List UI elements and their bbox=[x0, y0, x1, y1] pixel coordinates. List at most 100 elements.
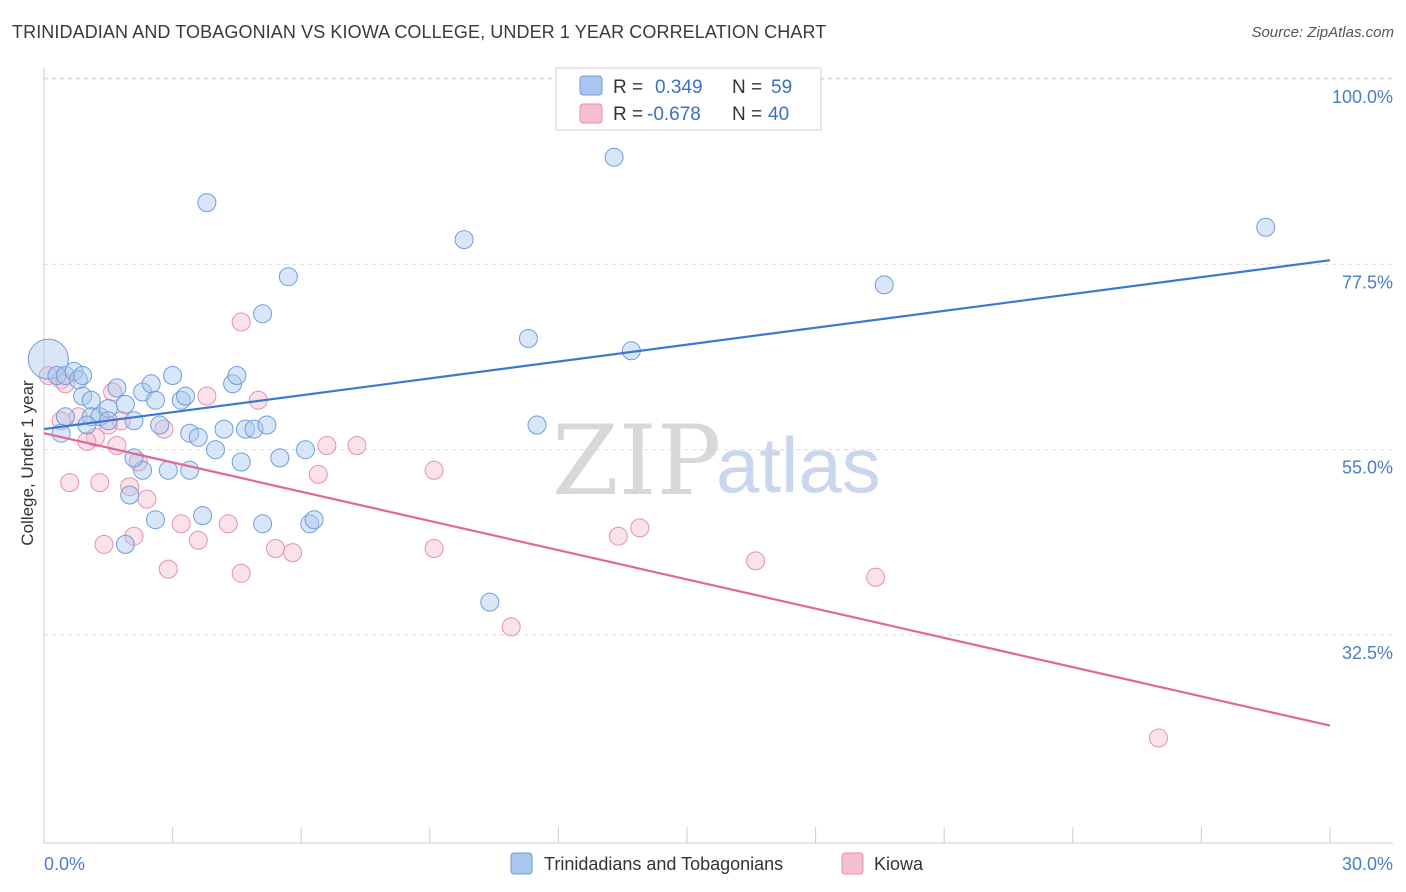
series-label-trinidadians: Trinidadians and Tobagonians bbox=[544, 854, 783, 874]
kiowa-point bbox=[630, 518, 650, 538]
trinidadian-point bbox=[253, 514, 273, 534]
y-tick-label: 32.5% bbox=[1342, 643, 1393, 663]
legend-r-label-2: R = bbox=[613, 104, 643, 125]
kiowa-point bbox=[266, 539, 285, 558]
x-tick-label-min: 0.0% bbox=[44, 854, 85, 874]
kiowa-point bbox=[317, 436, 337, 455]
trinidadian-point bbox=[1256, 217, 1276, 237]
trinidadian-point bbox=[296, 440, 315, 460]
kiowa-point bbox=[608, 526, 628, 546]
kiowa-points bbox=[38, 312, 1168, 748]
x-tick-marks bbox=[43, 827, 1331, 843]
kiowa-point bbox=[158, 559, 178, 579]
trinidadian-point bbox=[180, 423, 200, 443]
watermark: ZIP atlas bbox=[552, 405, 881, 517]
kiowa-point bbox=[90, 473, 110, 493]
trinidadian-point bbox=[278, 267, 298, 287]
series-swatch-pink bbox=[841, 852, 864, 875]
y-tick-label: 55.0% bbox=[1342, 458, 1393, 478]
legend-n-label-2: N = bbox=[732, 104, 762, 125]
trinidadian-point bbox=[874, 275, 894, 295]
trinidadian-point bbox=[454, 230, 474, 250]
trinidadian-point bbox=[304, 510, 324, 530]
trinidadian-point bbox=[73, 366, 93, 385]
trinidadian-point bbox=[604, 147, 624, 167]
kiowa-point bbox=[283, 543, 303, 563]
kiowa-point bbox=[866, 567, 886, 587]
trinidadian-point bbox=[197, 193, 217, 213]
trinidadian-point bbox=[124, 411, 144, 431]
trinidadian-point bbox=[270, 448, 290, 468]
y-tick-label: 77.5% bbox=[1342, 272, 1393, 292]
kiowa-point bbox=[308, 464, 328, 484]
kiowa-point bbox=[171, 514, 191, 534]
axes bbox=[43, 68, 1393, 844]
trinidadian-point bbox=[253, 304, 273, 324]
kiowa-point bbox=[231, 312, 251, 332]
trinidadian-point bbox=[55, 366, 75, 385]
kiowa-point bbox=[218, 514, 238, 534]
trinidadian-point bbox=[73, 386, 93, 406]
legend-n-value-1: 59 bbox=[771, 77, 792, 98]
trinidadian-point bbox=[480, 592, 500, 612]
kiowa-point bbox=[94, 534, 114, 554]
legend-n-label-1: N = bbox=[732, 77, 762, 98]
trinidadian-point bbox=[244, 419, 264, 439]
series-legend: Trinidadians and Tobagonians Kiowa bbox=[510, 852, 924, 875]
trinidadian-point bbox=[120, 485, 140, 505]
y-tick-label: 100.0% bbox=[1332, 87, 1393, 107]
kiowa-point bbox=[197, 386, 217, 406]
trinidadian-point bbox=[527, 415, 547, 435]
trinidadian-point bbox=[115, 394, 135, 414]
trinidadian-point bbox=[146, 510, 165, 530]
series-label-kiowa: Kiowa bbox=[874, 854, 924, 874]
trinidadian-point bbox=[150, 415, 170, 435]
legend-swatch-pink bbox=[579, 103, 603, 124]
kiowa-point bbox=[137, 489, 157, 509]
y-axis-label: College, Under 1 year bbox=[18, 380, 37, 546]
trinidadian-point bbox=[176, 386, 195, 406]
trinidadian-point bbox=[107, 378, 127, 398]
kiowa-point bbox=[424, 460, 444, 480]
source-label: Source: ZipAtlas.com bbox=[1251, 24, 1394, 41]
kiowa-point bbox=[746, 551, 766, 571]
trinidadian-point bbox=[214, 419, 234, 439]
kiowa-point bbox=[120, 477, 140, 497]
gridlines bbox=[44, 77, 1393, 636]
kiowa-point bbox=[1149, 728, 1168, 748]
trend-lines bbox=[43, 259, 1331, 727]
legend-n-value-2: 40 bbox=[768, 104, 789, 125]
legend-r-value-1: 0.349 bbox=[655, 77, 703, 98]
trinidadian-point bbox=[81, 390, 101, 410]
kiowa-point bbox=[501, 617, 521, 637]
chart-title: TRINIDADIAN AND TOBAGONIAN VS KIOWA COLL… bbox=[12, 22, 827, 42]
kiowa-point bbox=[60, 473, 80, 493]
trinidadian-point bbox=[231, 452, 251, 472]
watermark-atlas: atlas bbox=[716, 421, 881, 509]
trinidadian-point bbox=[146, 390, 165, 410]
trinidadian-point bbox=[206, 440, 225, 460]
trinidadian-points bbox=[27, 147, 1276, 612]
legend-r-value-2: -0.678 bbox=[647, 104, 701, 125]
trinidadian-point bbox=[55, 407, 75, 427]
trinidadian-trend-line bbox=[43, 259, 1331, 431]
trinidadian-point bbox=[518, 329, 538, 348]
kiowa-point bbox=[347, 436, 367, 455]
kiowa-trend-line bbox=[43, 432, 1331, 727]
y-tick-labels: 32.5% 55.0% 77.5% 100.0% bbox=[1332, 87, 1393, 663]
trinidadian-point bbox=[163, 366, 183, 385]
series-swatch-blue bbox=[510, 852, 533, 875]
trinidadian-point bbox=[188, 427, 208, 447]
stats-legend: R = 0.349 N = 59 R = -0.678 N = 40 bbox=[555, 67, 822, 131]
kiowa-point bbox=[188, 530, 208, 550]
watermark-zip: ZIP bbox=[552, 405, 721, 517]
kiowa-point bbox=[231, 563, 251, 583]
kiowa-point bbox=[424, 539, 444, 558]
trinidadian-point bbox=[141, 374, 161, 394]
trinidadian-point bbox=[257, 415, 277, 435]
trinidadian-point bbox=[115, 534, 135, 554]
x-tick-label-max: 30.0% bbox=[1342, 854, 1393, 874]
legend-swatch-blue bbox=[579, 75, 603, 96]
trinidadian-point bbox=[227, 366, 247, 385]
